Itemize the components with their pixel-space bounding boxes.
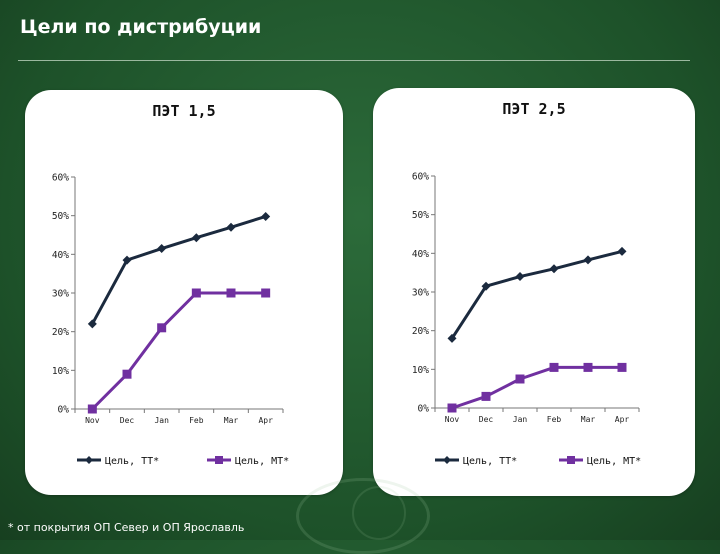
- data-point-mt: [481, 391, 491, 401]
- data-point-mt: [122, 369, 132, 379]
- legend-marker-tt: [443, 456, 451, 464]
- y-tick-label: 0%: [58, 405, 70, 416]
- y-tick-label: 30%: [412, 288, 429, 299]
- line-chart-pet-1-5: 0% 10% 20% 30% 40% 50% 60% Nov Dec Jan Feb Mar Apr Це…: [52, 173, 289, 468]
- legend-label: Цель, МТ*: [235, 456, 289, 467]
- y-tick-label: 30%: [52, 289, 69, 300]
- data-point-mt: [515, 374, 525, 384]
- data-point-tt: [157, 244, 167, 254]
- y-tick-label: 0%: [418, 404, 430, 415]
- series-line-mt: [451, 365, 622, 410]
- data-point-tt: [122, 255, 132, 265]
- logo-watermark-inner: [352, 486, 406, 540]
- x-tick-label: Apr: [258, 416, 273, 425]
- y-tick-label: 20%: [52, 327, 69, 338]
- x-tick-label: Mar: [581, 415, 596, 424]
- line-chart-pet-2-5: 0% 10% 20% 30% 40% 50% 60% Nov Dec Jan Feb Mar Apr Це…: [412, 172, 641, 468]
- x-tick-label: Feb: [547, 415, 562, 424]
- y-tick-label: 50%: [412, 210, 429, 221]
- legend-marker-tt: [85, 456, 93, 464]
- data-point-tt: [481, 281, 491, 291]
- y-tick-label: 20%: [412, 326, 429, 337]
- data-point-mt: [549, 362, 559, 372]
- data-point-mt: [226, 288, 236, 298]
- x-tick-label: Jan: [154, 416, 169, 425]
- y-tick-label: 60%: [412, 172, 429, 183]
- data-point-mt: [157, 323, 167, 333]
- legend-marker-mt: [567, 456, 575, 464]
- footnote: * от покрытия ОП Север и ОП Ярославль: [8, 521, 245, 534]
- data-point-tt: [617, 246, 627, 256]
- x-tick-label: Dec: [479, 415, 494, 424]
- y-tick-label: 40%: [412, 249, 429, 260]
- y-tick-label: 60%: [52, 173, 69, 184]
- data-point-mt: [583, 362, 593, 372]
- y-tick-label: 10%: [412, 365, 429, 376]
- chart-panel-pet-1-5: ПЭТ 1,5 0% 10% 20% 30% 40% 50% 60% Nov Dec Jan Feb…: [25, 90, 343, 495]
- x-tick-label: Jan: [513, 415, 528, 424]
- x-tick-label: Feb: [189, 416, 204, 425]
- legend-label: Цель, ТТ*: [463, 456, 517, 467]
- data-point-tt: [226, 222, 236, 232]
- data-point-tt: [447, 333, 457, 343]
- series-line-tt: [450, 249, 623, 340]
- x-tick-label: Nov: [85, 416, 100, 425]
- data-point-tt: [583, 255, 593, 265]
- data-point-tt: [515, 272, 525, 282]
- x-tick-label: Apr: [615, 415, 630, 424]
- x-tick-label: Mar: [224, 416, 239, 425]
- chart-title: ПЭТ 2,5: [502, 100, 566, 118]
- data-point-tt: [261, 211, 271, 221]
- legend-label: Цель, МТ*: [587, 456, 641, 467]
- legend-marker-mt: [215, 456, 223, 464]
- data-point-mt: [447, 403, 457, 413]
- data-point-tt: [549, 264, 559, 274]
- title-divider: [18, 60, 690, 61]
- data-point-mt: [617, 362, 627, 372]
- y-tick-label: 40%: [52, 250, 69, 261]
- chart-panel-pet-2-5: ПЭТ 2,5 0% 10% 20% 30% 40% 50% 60% Nov Dec Jan Feb…: [373, 88, 695, 496]
- x-tick-label: Dec: [120, 416, 135, 425]
- series-line-mt: [91, 291, 266, 411]
- page-title: Цели по дистрибуции: [20, 16, 262, 38]
- x-tick-label: Nov: [445, 415, 460, 424]
- data-point-mt: [87, 404, 97, 414]
- chart-title: ПЭТ 1,5: [152, 102, 216, 120]
- data-point-tt: [191, 233, 201, 243]
- y-tick-label: 50%: [52, 211, 69, 222]
- y-tick-label: 10%: [52, 366, 69, 377]
- series-line-tt: [91, 215, 267, 325]
- data-point-mt: [261, 288, 271, 298]
- legend-label: Цель, ТТ*: [105, 456, 159, 467]
- data-point-tt: [87, 319, 97, 329]
- data-point-mt: [191, 288, 201, 298]
